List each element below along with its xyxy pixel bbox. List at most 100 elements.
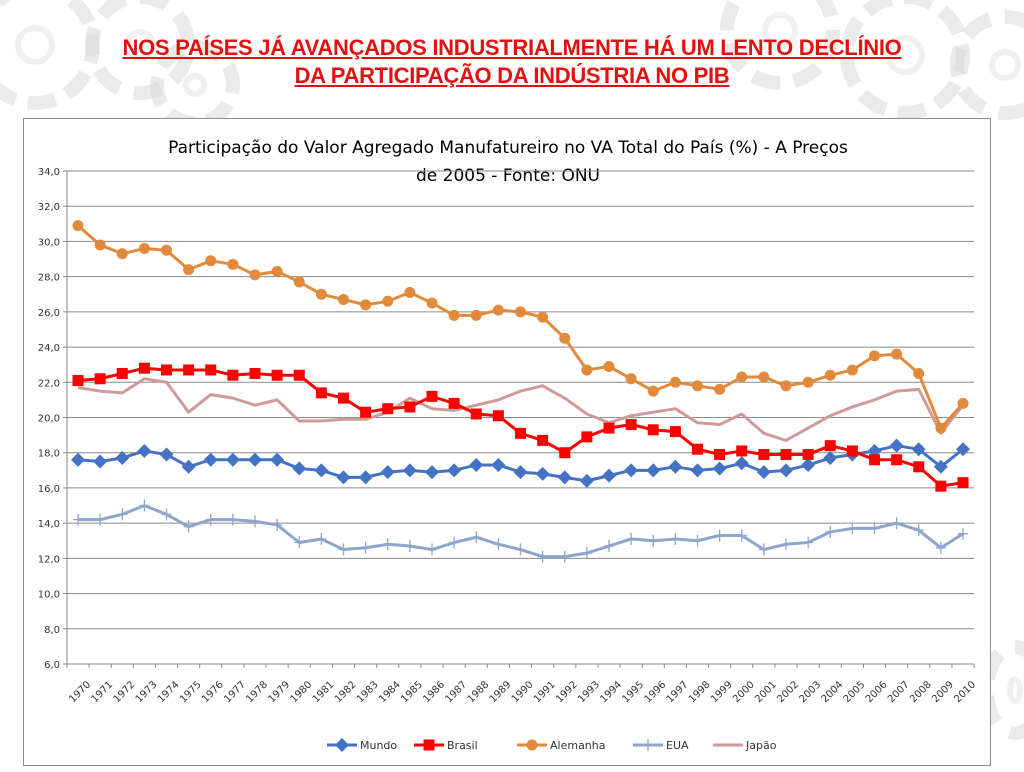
data-point <box>891 348 903 360</box>
x-tick-label: 2000 <box>731 679 757 705</box>
x-tick-label: 1980 <box>289 679 315 705</box>
data-point <box>427 543 437 556</box>
data-point <box>957 397 969 409</box>
data-point <box>380 465 395 480</box>
data-point <box>93 454 108 469</box>
data-point <box>758 448 770 460</box>
data-point <box>624 463 639 478</box>
data-point <box>404 286 416 298</box>
data-point <box>448 309 460 321</box>
y-tick-label: 32,0 <box>38 202 60 213</box>
legend-item: Alemanha <box>517 739 606 752</box>
data-point <box>227 258 239 270</box>
x-tick-label: 2007 <box>886 679 912 705</box>
data-point <box>95 513 106 526</box>
data-point <box>426 390 438 402</box>
data-point <box>756 465 771 480</box>
data-point <box>183 364 195 376</box>
data-point <box>956 442 970 457</box>
data-point <box>668 459 683 474</box>
data-point <box>692 380 703 392</box>
x-tick-label: 1999 <box>709 679 735 705</box>
y-tick-label: 28,0 <box>38 273 60 284</box>
data-point <box>315 288 327 300</box>
x-tick-label: 1994 <box>598 679 624 705</box>
data-point <box>824 440 836 452</box>
data-point <box>891 517 902 530</box>
data-point <box>338 294 349 306</box>
data-point <box>425 465 439 480</box>
data-point <box>382 295 394 307</box>
data-point <box>382 403 394 415</box>
data-point <box>227 513 238 526</box>
data-point <box>869 454 880 466</box>
data-point <box>692 534 703 547</box>
data-point <box>714 529 725 542</box>
legend-label: Brasil <box>447 739 478 752</box>
data-point <box>824 369 836 381</box>
data-point <box>73 513 83 526</box>
data-point <box>183 520 194 533</box>
series-mundo <box>71 438 970 488</box>
y-tick-label: 6,0 <box>44 660 60 671</box>
data-point <box>780 380 792 392</box>
data-point <box>803 536 814 549</box>
x-tick-label: 1991 <box>532 679 558 705</box>
data-point <box>94 239 106 251</box>
data-point <box>293 276 305 288</box>
data-point <box>891 454 903 466</box>
legend-label: Alemanha <box>550 739 606 752</box>
x-tick-label: 1989 <box>488 679 514 705</box>
data-point <box>690 463 705 478</box>
data-point <box>869 522 880 535</box>
data-point <box>293 369 305 381</box>
y-tick-label: 14,0 <box>38 519 60 530</box>
data-point <box>736 445 748 457</box>
data-point <box>336 470 351 485</box>
data-point <box>535 466 550 481</box>
data-point <box>825 525 836 538</box>
x-tick-label: 1974 <box>156 679 182 705</box>
x-tick-label: 1995 <box>620 679 646 705</box>
data-point <box>669 426 681 438</box>
chart-container: Participação do Valor Agregado Manufatur… <box>23 118 991 766</box>
x-tick-label: 1996 <box>643 679 669 705</box>
data-point <box>537 311 549 323</box>
data-point <box>823 450 838 465</box>
x-tick-label: 1977 <box>222 679 248 705</box>
x-tick-label: 1971 <box>89 679 115 705</box>
legend-item: Japão <box>713 739 777 752</box>
data-point <box>559 447 571 459</box>
data-point <box>603 360 615 372</box>
data-point <box>471 531 482 544</box>
data-point <box>72 375 84 387</box>
legend-label: Japão <box>745 739 777 752</box>
x-tick-label: 2001 <box>753 679 779 705</box>
data-point <box>225 452 240 467</box>
data-point <box>958 527 968 540</box>
data-point <box>159 447 174 462</box>
legend-label: Mundo <box>360 739 397 752</box>
data-point <box>869 350 880 362</box>
y-tick-label: 26,0 <box>38 308 60 319</box>
data-point <box>604 540 614 553</box>
data-point <box>913 524 924 537</box>
series-group <box>71 220 970 563</box>
data-point <box>314 463 329 478</box>
y-tick-label: 24,0 <box>38 343 60 354</box>
data-point <box>183 264 195 276</box>
data-point <box>137 443 152 458</box>
data-point <box>557 470 572 485</box>
y-tick-label: 16,0 <box>38 484 60 495</box>
data-point <box>714 383 726 395</box>
x-tick-label: 1978 <box>244 679 270 705</box>
chart-title-line2: de 2005 - Fonte: ONU <box>416 166 600 186</box>
data-point <box>116 367 128 379</box>
data-point <box>448 397 460 409</box>
legend-marker <box>643 739 653 751</box>
data-point <box>181 459 196 474</box>
data-point <box>911 442 926 457</box>
legend-item: EUA <box>633 739 689 752</box>
x-tick-label: 1982 <box>333 679 359 705</box>
data-point <box>161 364 172 376</box>
